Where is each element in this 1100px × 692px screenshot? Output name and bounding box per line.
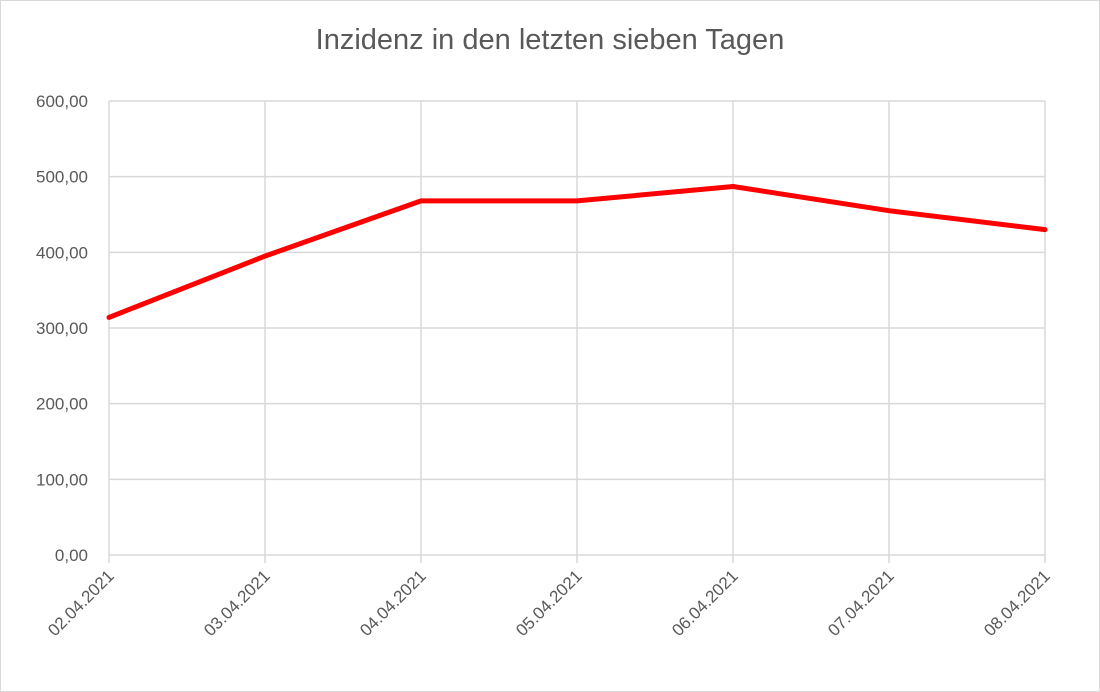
gridlines	[108, 100, 1046, 563]
y-axis-ticks: 0,00 100,00 200,00 300,00 400,00 500,00 600,00	[36, 92, 88, 565]
x-tick-label: 05.04.2021	[512, 566, 586, 640]
x-axis-ticks: 02.04.2021 03.04.2021 04.04.2021 05.04.2021…	[44, 566, 1054, 640]
chart-title: Inzidenz in den letzten sieben Tagen	[315, 24, 785, 56]
x-tick-label: 02.04.2021	[44, 566, 118, 640]
y-tick-label: 300,00	[36, 319, 88, 338]
x-tick-label: 08.04.2021	[980, 566, 1054, 640]
y-tick-label: 600,00	[36, 92, 88, 111]
y-tick-label: 100,00	[36, 470, 88, 489]
y-tick-label: 200,00	[36, 395, 88, 414]
x-tick-label: 06.04.2021	[668, 566, 742, 640]
y-tick-label: 0,00	[55, 546, 88, 565]
x-tick-label: 04.04.2021	[356, 566, 430, 640]
y-tick-label: 400,00	[36, 243, 88, 262]
y-tick-label: 500,00	[36, 168, 88, 187]
x-tick-label: 03.04.2021	[200, 566, 274, 640]
series-lines	[106, 184, 1048, 320]
x-tick-label: 07.04.2021	[824, 566, 898, 640]
